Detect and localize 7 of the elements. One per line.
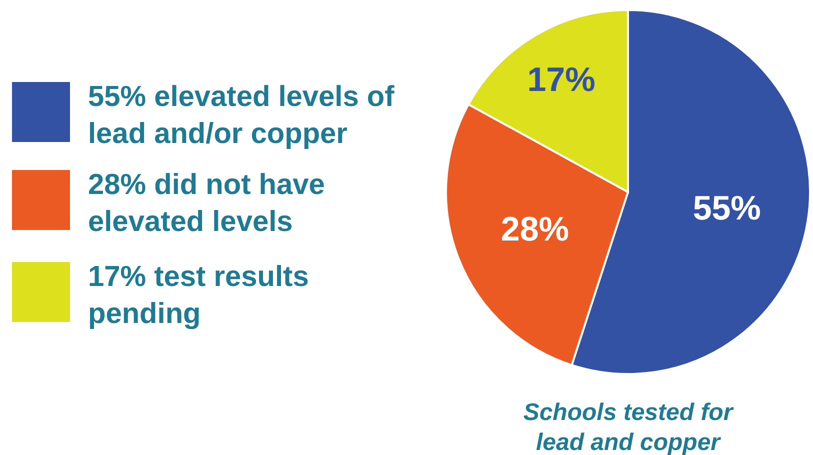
legend-label: 28% did not have elevated levels: [88, 169, 325, 238]
legend-label: 55% elevated levels of lead and/or copper: [88, 81, 395, 150]
data-label: 55%: [692, 190, 761, 228]
text: Schools tested for lead and copper: [523, 399, 734, 455]
data-label: 28%: [500, 210, 569, 249]
legend-label: 17% test results pending: [88, 261, 309, 330]
data-label: 17%: [527, 61, 596, 100]
